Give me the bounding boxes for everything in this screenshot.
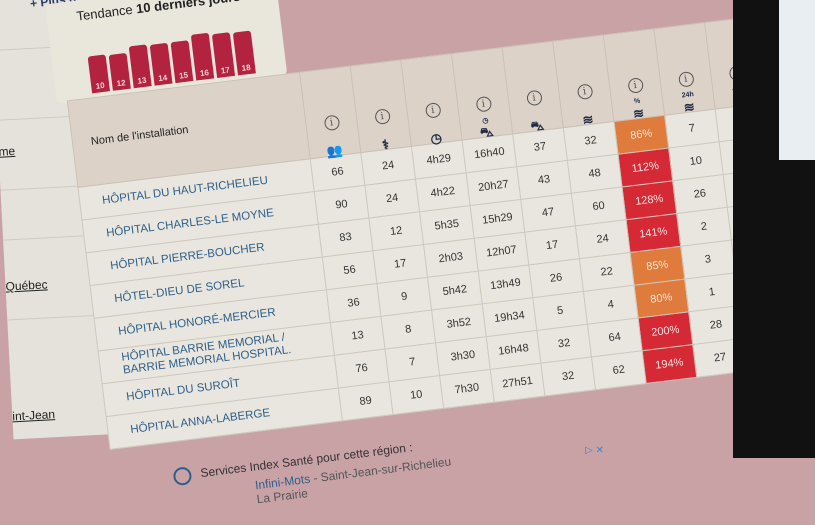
clock-icon: ◷	[409, 120, 461, 146]
hospital-panel: Tendance 10 derniers jours 10 12 13 14 15 16 1…	[44, 0, 799, 506]
bed-icon: ⛍	[511, 107, 563, 135]
value-cell: 32	[540, 356, 596, 396]
trend-bar: 18	[232, 30, 256, 76]
info-icon[interactable]: i	[424, 102, 442, 119]
info-icon[interactable]: i	[475, 95, 492, 113]
stethoscope-icon-glyph: ⚕	[381, 136, 390, 153]
index-sante-icon	[172, 466, 193, 487]
trend-title-bold: 10 derniers jours	[135, 0, 242, 17]
sidebar-link[interactable]: int-Jean	[11, 407, 56, 424]
people-icon-glyph: 👥	[325, 142, 344, 160]
trend-bar: 17	[211, 32, 236, 78]
value-cell: 89	[338, 381, 394, 421]
value-cell: 7h30	[439, 369, 495, 409]
beds-icon-glyph: ≋	[581, 111, 595, 128]
divider	[7, 314, 103, 321]
info-icon[interactable]: i	[373, 108, 391, 126]
sidebar-link[interactable]: Québec	[5, 277, 48, 294]
bed-24h-icon: 24h ≋	[663, 89, 715, 115]
value-cell: 27h51	[490, 363, 545, 403]
trend-bar: 13	[128, 44, 152, 89]
people-icon: 👥	[308, 132, 360, 159]
trend-title: Tendance 10 derniers jours	[76, 0, 241, 24]
ad-choices-icon[interactable]: ▷ ✕	[585, 445, 604, 456]
bed-24h-icon-glyph: ≋	[682, 99, 696, 116]
trend-bar: 10	[87, 53, 110, 94]
value-cell: 62	[591, 350, 647, 390]
info-icon[interactable]: i	[323, 114, 340, 132]
bed-icon-glyph: ⛍	[529, 117, 545, 135]
sidebar-link[interactable]: me	[0, 143, 16, 159]
value-cell: 10	[388, 375, 444, 415]
info-icon[interactable]: i	[677, 71, 695, 88]
info-icon[interactable]: i	[525, 89, 543, 107]
bed-clock-icon-glyph: ⛍	[479, 123, 495, 141]
bed-clock-icon: ◷ ⛍	[460, 114, 512, 140]
trend-title-prefix: Tendance	[75, 1, 134, 24]
occupancy-cell: 194%	[642, 344, 697, 384]
bed-percent-icon: % ≋	[612, 95, 664, 122]
trend-bar: 16	[190, 32, 215, 81]
beds-icon: ≋	[561, 101, 613, 127]
info-icon[interactable]: i	[626, 77, 644, 94]
trend-bar: 14	[149, 42, 173, 86]
info-icon[interactable]: i	[576, 83, 593, 101]
bed-percent-icon-glyph: ≋	[632, 105, 645, 122]
stethoscope-icon: ⚕	[359, 126, 411, 153]
window-background	[779, 0, 815, 160]
clock-icon-glyph: ◷	[429, 130, 443, 147]
trend-bar: 12	[108, 52, 131, 91]
trend-bar: 15	[170, 39, 194, 84]
